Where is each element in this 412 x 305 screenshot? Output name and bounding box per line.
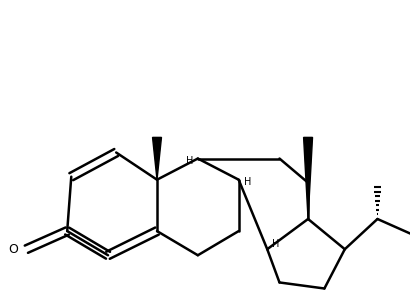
Polygon shape [304, 137, 313, 219]
Text: H: H [243, 177, 251, 187]
Text: H: H [272, 239, 280, 249]
Text: H: H [185, 156, 193, 166]
Text: O: O [9, 243, 19, 256]
Polygon shape [152, 137, 162, 180]
